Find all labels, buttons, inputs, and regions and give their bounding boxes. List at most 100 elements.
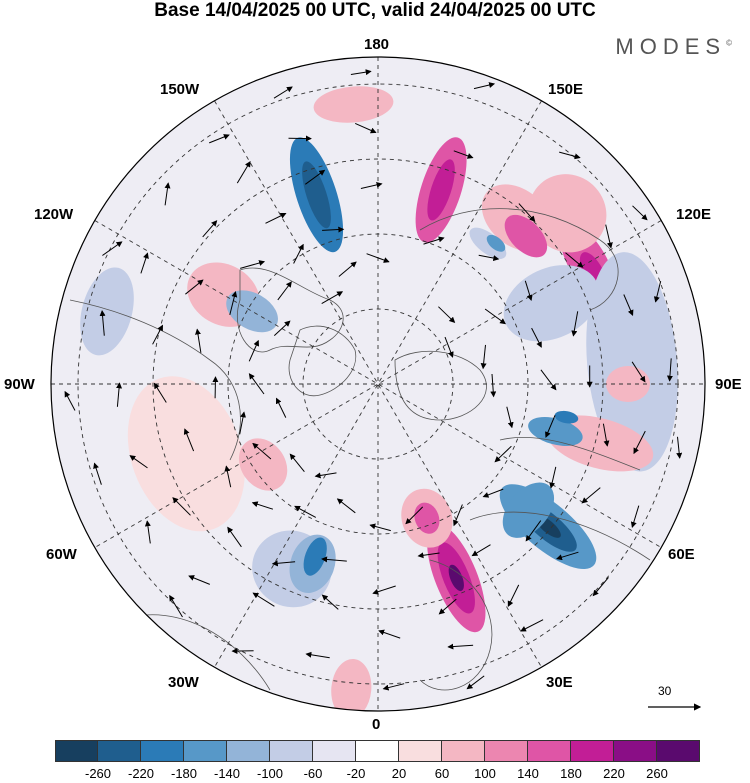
wind-arrow <box>289 453 305 473</box>
wind-arrow <box>277 281 292 301</box>
wind-arrow <box>484 308 507 325</box>
wind-arrow <box>305 651 330 659</box>
wind-arrow <box>444 336 454 358</box>
wind-arrow <box>273 320 291 336</box>
wind-arrow <box>336 498 356 514</box>
map-boundary <box>50 56 706 712</box>
wind-arrow <box>581 487 601 504</box>
coastlines <box>69 208 651 691</box>
wind-arrow <box>453 150 474 159</box>
wind-arrow <box>632 205 648 221</box>
lon-label-180: 180 <box>364 36 390 53</box>
colorbar-segment <box>55 740 98 762</box>
brand-mark: © <box>726 38 732 48</box>
colorbar-tick-label: 220 <box>603 766 625 781</box>
reference-vector-label: 30 <box>658 684 672 698</box>
wind-arrow <box>605 224 613 249</box>
colorbar-segment <box>399 740 442 762</box>
wind-arrow <box>169 594 183 618</box>
wind-arrow <box>524 280 533 301</box>
anomaly-cell <box>554 410 579 424</box>
wind-arrow <box>369 523 391 532</box>
wind-arrow <box>630 505 640 528</box>
wind-arrow <box>471 544 491 557</box>
colorbar-tick-label: -260 <box>84 766 112 781</box>
wind-arrow <box>549 466 557 489</box>
colorbar-segment <box>356 740 399 762</box>
wind-arrow <box>350 69 372 76</box>
wind-arrow <box>293 243 304 264</box>
wind-arrow <box>102 241 123 256</box>
colorbar-segment <box>442 740 485 762</box>
colorbar-segment <box>98 740 141 762</box>
wind-arrow <box>321 556 347 563</box>
colorbar-segment <box>184 740 227 762</box>
lon-label-120w: 120W <box>34 206 74 223</box>
anomaly-cell <box>502 482 555 538</box>
wind-arrow <box>265 212 287 224</box>
colorbar-segment <box>657 740 700 762</box>
colorbar-tick-label: 180 <box>560 766 582 781</box>
colorbar-segment <box>614 740 657 762</box>
wind-arrow <box>93 462 102 485</box>
wind-arrow <box>195 328 202 353</box>
wind-arrow <box>480 344 487 370</box>
wind-arrow <box>453 504 463 527</box>
wind-arrow <box>676 436 683 459</box>
lon-label-30w: 30W <box>168 674 199 691</box>
wind-arrow <box>378 629 401 639</box>
wind-arrow <box>164 182 171 206</box>
colorbar <box>55 740 700 762</box>
wind-arrow <box>314 472 337 479</box>
wind-arrow <box>251 501 274 510</box>
wind-arrow <box>556 551 579 561</box>
colorbar-tick-label: -100 <box>256 766 284 781</box>
anomaly-cell <box>448 564 464 592</box>
wind-arrow <box>140 252 149 274</box>
wind-arrow <box>559 151 581 160</box>
wind-arrow <box>252 442 272 460</box>
anomaly-cell <box>313 86 394 123</box>
wind-arrow <box>321 594 339 610</box>
wind-arrow <box>239 411 246 435</box>
colorbar-tick-label: 60 <box>434 766 450 781</box>
colorbar-tick-label: 20 <box>391 766 407 781</box>
colorbar-segment <box>227 740 270 762</box>
wind-arrow <box>490 373 497 398</box>
wind-arrow <box>273 86 293 99</box>
lon-label-60w: 60W <box>46 546 77 563</box>
wind-arrow <box>653 280 662 303</box>
anomaly-cell <box>427 159 455 221</box>
colorbar-segment <box>313 740 356 762</box>
colorbar-segment <box>528 740 571 762</box>
anomaly-cell <box>127 376 245 532</box>
wind-arrow <box>236 160 251 184</box>
colorbar-segment <box>485 740 528 762</box>
wind-arrow <box>666 358 673 382</box>
wind-arrow <box>366 253 390 263</box>
wind-arrow <box>172 497 191 516</box>
brand-name: MODES <box>615 34 727 59</box>
colorbar-tick-label: -60 <box>303 766 323 781</box>
wind-arrow <box>633 430 646 455</box>
wind-vectors <box>64 69 683 691</box>
wind-arrow <box>623 294 634 317</box>
wind-arrow <box>545 415 556 438</box>
wind-arrow <box>116 382 123 407</box>
lon-label-90e: 90E <box>715 376 742 393</box>
wind-arrow <box>322 226 345 233</box>
wind-arrow <box>99 310 106 336</box>
wind-arrow <box>447 643 474 650</box>
wind-arrow <box>506 406 514 429</box>
wind-arrow <box>540 369 557 391</box>
wind-arrow <box>152 324 163 345</box>
wind-arrow <box>224 465 232 488</box>
wind-arrow <box>294 505 317 518</box>
colorbar-segment <box>141 740 184 762</box>
colorbar-segment <box>270 740 313 762</box>
wind-arrow <box>525 520 542 542</box>
wind-arrow <box>565 252 584 268</box>
wind-arrow <box>338 261 357 277</box>
wind-arrow <box>354 122 377 134</box>
wind-arrow <box>482 488 504 498</box>
